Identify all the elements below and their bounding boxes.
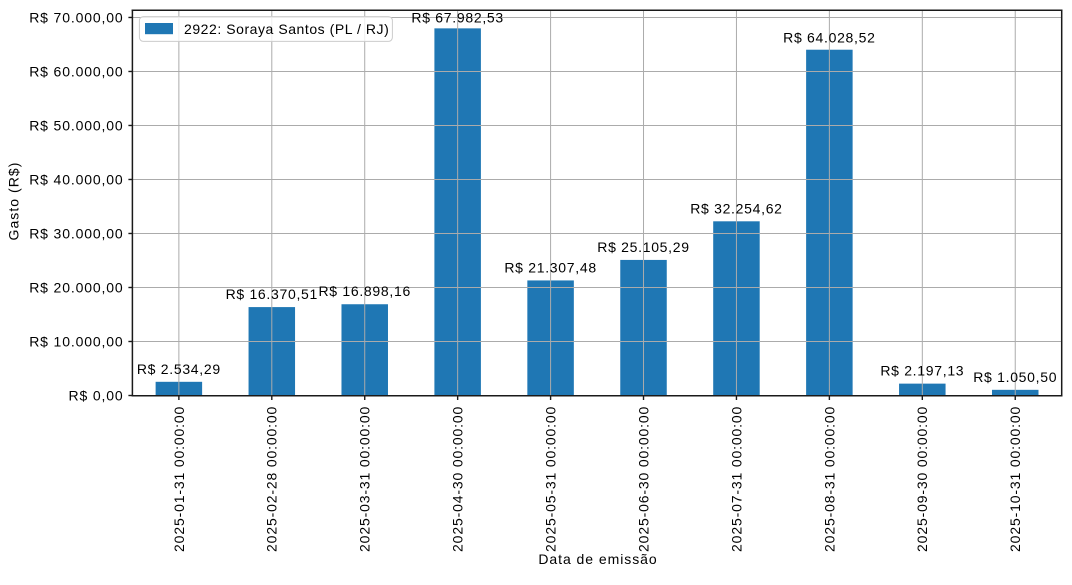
svg-text:R$ 60.000,00: R$ 60.000,00	[29, 63, 123, 79]
svg-text:2025-03-31 00:00:00: 2025-03-31 00:00:00	[357, 406, 373, 552]
svg-text:2025-07-31 00:00:00: 2025-07-31 00:00:00	[728, 406, 744, 552]
svg-text:R$ 32.254,62: R$ 32.254,62	[690, 200, 782, 216]
svg-text:R$ 40.000,00: R$ 40.000,00	[29, 171, 123, 187]
svg-text:R$ 20.000,00: R$ 20.000,00	[29, 279, 123, 295]
svg-text:2025-01-31 00:00:00: 2025-01-31 00:00:00	[171, 406, 187, 552]
svg-text:R$ 67.982,53: R$ 67.982,53	[411, 9, 503, 25]
svg-text:R$ 0,00: R$ 0,00	[69, 387, 124, 403]
svg-text:R$ 16.370,51: R$ 16.370,51	[226, 286, 318, 302]
svg-text:Data de emissão: Data de emissão	[538, 551, 657, 567]
svg-text:R$ 50.000,00: R$ 50.000,00	[29, 117, 123, 133]
svg-text:R$ 64.028,52: R$ 64.028,52	[783, 30, 875, 46]
svg-text:2025-10-31 00:00:00: 2025-10-31 00:00:00	[1007, 406, 1023, 552]
svg-text:R$ 2.534,29: R$ 2.534,29	[137, 361, 221, 377]
svg-text:R$ 10.000,00: R$ 10.000,00	[29, 333, 123, 349]
svg-text:2025-02-28 00:00:00: 2025-02-28 00:00:00	[264, 406, 280, 552]
svg-text:R$ 25.105,29: R$ 25.105,29	[597, 239, 689, 255]
svg-text:2025-06-30 00:00:00: 2025-06-30 00:00:00	[635, 406, 651, 552]
svg-text:R$ 1.050,50: R$ 1.050,50	[973, 369, 1057, 385]
svg-text:2922: Soraya Santos (PL / RJ): 2922: Soraya Santos (PL / RJ)	[184, 21, 389, 37]
svg-text:R$ 16.898,16: R$ 16.898,16	[318, 283, 410, 299]
svg-text:2025-09-30 00:00:00: 2025-09-30 00:00:00	[914, 406, 930, 552]
svg-text:R$ 70.000,00: R$ 70.000,00	[29, 9, 123, 25]
svg-text:R$ 30.000,00: R$ 30.000,00	[29, 225, 123, 241]
svg-text:2025-08-31 00:00:00: 2025-08-31 00:00:00	[821, 406, 837, 552]
svg-text:Gasto (R$): Gasto (R$)	[6, 162, 22, 241]
svg-text:2025-05-31 00:00:00: 2025-05-31 00:00:00	[542, 406, 558, 552]
svg-text:R$ 2.197,13: R$ 2.197,13	[880, 363, 964, 379]
svg-text:2025-04-30 00:00:00: 2025-04-30 00:00:00	[450, 406, 466, 552]
svg-text:R$ 21.307,48: R$ 21.307,48	[504, 259, 596, 275]
